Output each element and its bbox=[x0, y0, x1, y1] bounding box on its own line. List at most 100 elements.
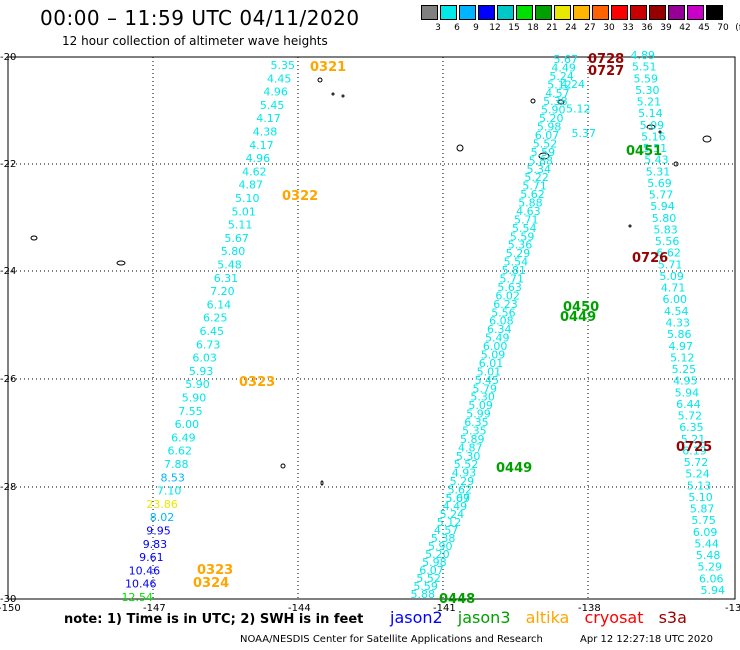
pass-time-t0451: 0451 bbox=[626, 144, 662, 159]
wave-height-label: 4.33 bbox=[666, 317, 691, 330]
islands bbox=[30, 77, 712, 486]
wave-height-label: 5.35 bbox=[462, 424, 487, 437]
wave-height-label: 5.49 bbox=[485, 332, 510, 345]
wave-height-label: 10.46 bbox=[129, 564, 161, 577]
island bbox=[628, 224, 632, 228]
wave-height-label: 6.07 bbox=[419, 564, 444, 577]
wave-height-label: 5.43 bbox=[644, 154, 669, 167]
legend-label: 27 bbox=[584, 23, 596, 33]
legend-label: 9 bbox=[473, 23, 479, 33]
island bbox=[280, 463, 286, 469]
legend-label: 21 bbox=[546, 23, 558, 33]
wave-height-label: 6.00 bbox=[175, 418, 200, 431]
sat-s3a: s3a bbox=[658, 608, 687, 627]
island bbox=[530, 98, 536, 104]
island bbox=[317, 77, 323, 83]
wave-height-label: 5.45 bbox=[475, 374, 500, 387]
wave-height-label: 6.23 bbox=[493, 298, 518, 311]
wave-height-label: 4.96 bbox=[263, 86, 288, 99]
wave-height-label: 5.48 bbox=[696, 549, 721, 562]
wave-height-label: 5.09 bbox=[659, 270, 684, 283]
lat-tick-label: -26 bbox=[0, 374, 16, 385]
pass-time-t0726: 0726 bbox=[632, 251, 668, 266]
wave-height-label: 5.69 bbox=[647, 177, 672, 190]
wave-height-label: 5.09 bbox=[446, 492, 471, 505]
wave-height-label: 4.97 bbox=[669, 340, 694, 353]
lat-lon-grid bbox=[8, 57, 735, 599]
wave-height-label: 5.63 bbox=[497, 281, 522, 294]
wave-height-label: 6.45 bbox=[200, 325, 225, 338]
wave-height-label: 4.57 bbox=[434, 524, 459, 537]
wave-height-label: 4.87 bbox=[458, 441, 483, 454]
wave-height-label: 5.88 bbox=[518, 197, 543, 210]
lon-tick-label: -135 bbox=[725, 603, 740, 614]
legend-label: 15 bbox=[508, 23, 520, 33]
wave-height-label: 5.01 bbox=[231, 205, 256, 218]
wave-height-label: 5.71 bbox=[522, 180, 547, 193]
wave-height-label: 5.35 bbox=[271, 59, 296, 72]
map-frame bbox=[7, 56, 736, 600]
lon-tick-label: -141 bbox=[433, 603, 456, 614]
island bbox=[331, 92, 335, 96]
wave-height-label: 5.36 bbox=[508, 239, 533, 252]
lat-tick-label: -28 bbox=[0, 482, 16, 493]
wave-height-label: 9.95 bbox=[146, 525, 171, 538]
legend-label: 42 bbox=[679, 23, 691, 33]
wave-height-label: 5.34 bbox=[527, 163, 552, 176]
legend-label: (ft) bbox=[735, 23, 740, 33]
wave-height-label: 5.71 bbox=[658, 258, 683, 271]
wave-height-label: 5.98 bbox=[422, 556, 447, 569]
island bbox=[320, 480, 324, 486]
legend-label: 18 bbox=[527, 23, 539, 33]
wave-height-label: 5.51 bbox=[632, 61, 657, 74]
lat-tick-label: -20 bbox=[0, 52, 16, 63]
wave-height-label: 5.12 bbox=[566, 103, 591, 116]
wave-height-label: 5.10 bbox=[688, 491, 713, 504]
wave-height-label: 5.83 bbox=[653, 223, 678, 236]
island bbox=[341, 94, 345, 98]
wave-height-label: 8.02 bbox=[150, 511, 175, 524]
wave-height-label: 6.08 bbox=[489, 315, 514, 328]
lon-tick-label: -150 bbox=[0, 603, 21, 614]
wave-height-label: 5.72 bbox=[684, 456, 709, 469]
wave-height-label: 4.57 bbox=[545, 87, 570, 100]
legend-swatch bbox=[516, 5, 533, 20]
wave-height-label: 5.94 bbox=[701, 584, 726, 597]
wave-height-label: 4.49 bbox=[551, 61, 576, 74]
wave-height-label: 5.22 bbox=[524, 171, 549, 184]
wave-height-label: 5.25 bbox=[672, 363, 697, 376]
wave-height-label: 9.61 bbox=[139, 551, 164, 564]
wave-height-label: 5.71 bbox=[514, 213, 539, 226]
wave-height-label: 4.17 bbox=[256, 112, 281, 125]
wave-height-label: 5.67 bbox=[224, 232, 249, 245]
wave-height-label: 4.63 bbox=[516, 205, 541, 218]
legend-swatch bbox=[630, 5, 647, 20]
legend-label: 45 bbox=[698, 23, 710, 33]
wave-height-label: 5.94 bbox=[675, 386, 700, 399]
wave-height-label: 5.54 bbox=[504, 256, 529, 269]
legend-label: 12 bbox=[489, 23, 501, 33]
wave-height-label: 6.35 bbox=[464, 416, 489, 429]
legend-swatch bbox=[421, 5, 438, 20]
lat-tick-label: -22 bbox=[0, 159, 16, 170]
pass-time-t0449a: 0449 bbox=[560, 310, 596, 325]
wave-height-label: 5.90 bbox=[185, 378, 210, 391]
wave-height-label: 4.49 bbox=[443, 500, 468, 513]
sat-cryosat: cryosat bbox=[584, 608, 644, 627]
wave-height-label: 4.96 bbox=[246, 152, 271, 165]
wave-height-label: 6.62 bbox=[168, 445, 193, 458]
wave-height-label: 5.24 bbox=[549, 70, 574, 83]
island bbox=[673, 161, 679, 167]
wave-height-label: 5.54 bbox=[512, 222, 537, 235]
island bbox=[30, 235, 38, 241]
wave-height-label: 4.38 bbox=[253, 126, 278, 139]
wave-height-label: 4.95 bbox=[673, 375, 698, 388]
lon-tick-label: -147 bbox=[143, 603, 166, 614]
legend-swatch bbox=[592, 5, 609, 20]
wave-height-label: 5.52 bbox=[533, 137, 558, 150]
altimeter-tracks: 5.354.454.965.454.174.384.174.964.624.87… bbox=[122, 49, 726, 604]
wave-height-label: 5.80 bbox=[221, 245, 246, 258]
wave-height-label: 5.52 bbox=[416, 572, 441, 585]
legend-swatch bbox=[611, 5, 628, 20]
legend-label: 36 bbox=[641, 23, 653, 33]
